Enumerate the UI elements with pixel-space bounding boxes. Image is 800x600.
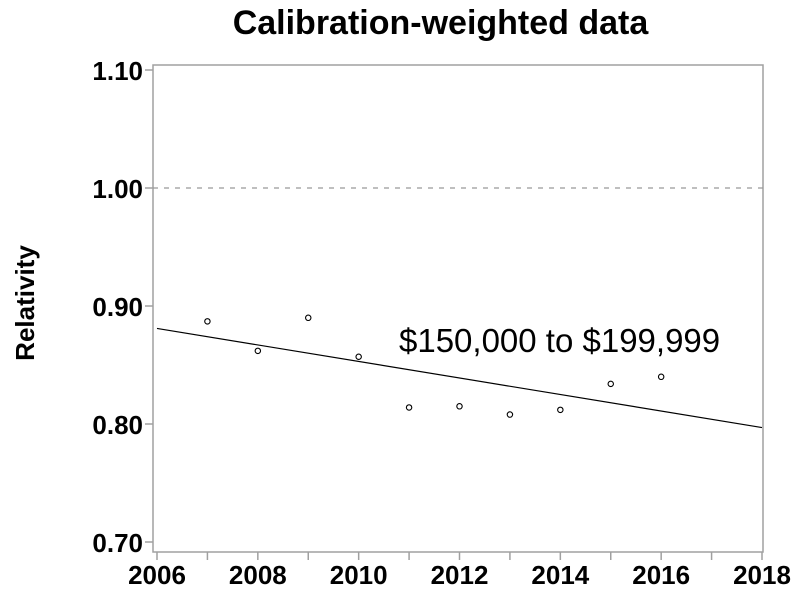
- data-point: [405, 404, 413, 411]
- data-point: [557, 406, 564, 414]
- data-point: [204, 318, 211, 325]
- data-point: [304, 314, 312, 322]
- x-tick-label: 2012: [431, 560, 489, 590]
- data-point: [657, 373, 665, 381]
- data-points: [204, 314, 665, 418]
- data-point: [355, 353, 362, 360]
- data-point: [456, 403, 463, 410]
- y-tick-label: 0.80: [92, 410, 143, 440]
- trend-line: [156, 327, 763, 429]
- x-tick-label: 2016: [632, 560, 690, 590]
- y-tick-label: 1.00: [92, 174, 143, 204]
- y-tick-label: 0.70: [92, 528, 143, 558]
- axis-ticks: 0.70 0.80 0.90 1.00 1.10 2006 2008 2010 2012 2014…: [92, 56, 791, 590]
- x-tick-label: 2018: [733, 560, 791, 590]
- data-point: [254, 347, 262, 355]
- y-tick-label: 0.90: [92, 292, 143, 322]
- x-tick-label: 2014: [531, 560, 589, 590]
- chart-title: Calibration-weighted data: [232, 4, 649, 42]
- x-tick-label: 2010: [330, 560, 388, 590]
- y-tick-label: 1.10: [92, 56, 143, 86]
- data-point: [506, 411, 514, 418]
- data-point: [607, 380, 614, 388]
- x-tick-label: 2006: [128, 560, 186, 590]
- x-tick-label: 2008: [229, 560, 287, 590]
- series-annotation: $150,000 to $199,999: [399, 322, 720, 359]
- plot-frame: [152, 64, 764, 553]
